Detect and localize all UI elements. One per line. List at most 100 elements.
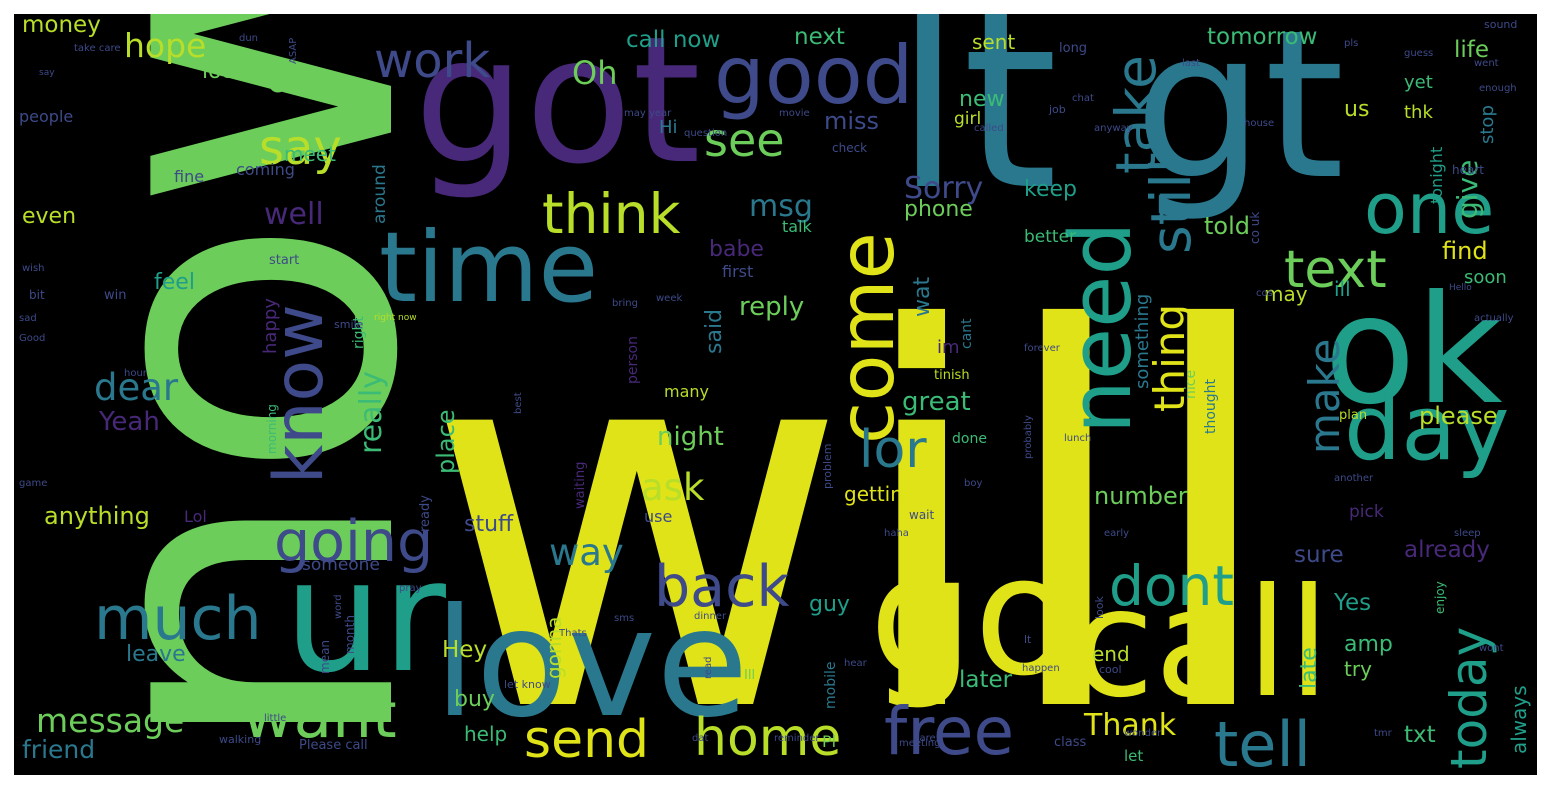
cloud-word: lot [202,59,231,84]
cloud-word: boy [964,478,983,489]
cloud-word: place [432,409,460,474]
cloud-word: Oh [572,54,618,92]
cloud-word: plan [1339,408,1368,423]
cloud-word: probably [1023,415,1034,459]
cloud-word: going [274,509,434,575]
cloud-word: end [1092,642,1130,666]
cloud-word: early [1104,528,1130,539]
cloud-word: stuff [464,512,514,537]
cloud-word: text [1284,240,1387,300]
cloud-word: day [1344,376,1510,481]
cloud-word: call [1072,557,1330,731]
cloud-word: mean [318,639,332,674]
cloud-word: even [22,204,77,229]
cloud-word: said [702,308,727,354]
cloud-word: heart [1452,163,1484,177]
cloud-word: message [36,701,185,740]
cloud-word: job [1049,103,1066,116]
cloud-word: wait [909,508,935,522]
cloud-word: movie [779,108,810,119]
cloud-word: pick [1349,502,1384,522]
cloud-word: best [513,392,524,414]
cloud-word: walking [219,733,262,746]
cloud-word: read [703,656,714,679]
cloud-word: coming [236,160,295,179]
cloud-word: Sorry [904,171,984,206]
cloud-word: call now [626,27,721,53]
cloud-word: home [694,708,842,768]
cloud-word: great [902,387,971,417]
cloud-word: yet [1404,72,1433,93]
cloud-word: sure [1294,542,1344,568]
cloud-word: take [1104,55,1168,174]
cloud-word: next [794,24,845,50]
cloud-word: reply [739,292,805,322]
cloud-word: love [434,577,749,751]
cloud-word: Thats [559,628,587,639]
cloud-word: dear [94,366,179,409]
cloud-word: guy [809,592,850,617]
cloud-word: msg [749,189,813,224]
cloud-word: use [644,507,673,526]
cloud-word: cool [1099,663,1122,676]
cloud-word: keep [1024,177,1077,202]
cloud-word: start [269,253,300,268]
cloud-word: meet [284,142,336,166]
cloud-word: guess [1404,48,1434,59]
cloud-word: problem [821,443,834,489]
cloud-word: lor [859,420,927,480]
cloud-word: life [1454,37,1490,63]
cloud-word: find [1442,237,1488,265]
cloud-word: may year [624,108,672,119]
cloud-word: actually [1474,313,1514,324]
cloud-word: txt [1404,722,1436,748]
cloud-word: someone [302,555,380,575]
cloud-word: ur [284,526,446,707]
cloud-word: question [684,128,728,139]
cloud-word: girl [954,109,982,129]
cloud-word: us [1344,97,1370,122]
cloud-word: bit [29,288,45,302]
cloud-word: sent [972,30,1016,54]
cloud-word: week [656,293,683,304]
cloud-word: little [264,713,287,724]
cloud-word: sms [614,613,635,624]
cloud-word: ok [1324,264,1503,438]
cloud-word: tell [1214,708,1311,776]
cloud-word: much [94,584,262,654]
cloud-word: Lol [184,507,207,526]
cloud-word: make [1300,338,1349,454]
cloud-word: cant [959,318,975,349]
cloud-word: buy [454,687,495,712]
cloud-word: late [1297,647,1322,689]
cloud-word: later [959,667,1013,693]
cloud-word: say [259,120,342,176]
cloud-word: feel [154,270,195,295]
cloud-word: sound [1484,18,1518,31]
cloud-word: person [625,336,641,384]
cloud-word: look [1093,596,1106,619]
cloud-word: let know [504,678,551,691]
cloud-word: gonna [542,616,566,679]
cloud-word: tomorrow [1207,24,1318,50]
cloud-word: enough [1479,83,1517,94]
cloud-word: ready [418,495,433,532]
cloud-word: free [884,693,1015,770]
cloud-word: better [1024,227,1077,247]
cloud-word: wonder [1124,728,1162,739]
cloud-word: Yes [1334,590,1372,616]
cloud-word: good [714,29,914,122]
cloud-word: one [1364,168,1495,250]
cloud-word: many [664,382,709,401]
cloud-word: thought [1203,378,1219,434]
cloud-word: chat [1072,93,1094,104]
cloud-word: fine [174,167,205,186]
cloud-word: im [937,337,960,358]
cloud-word: help [464,722,508,746]
cloud-word: leave [126,642,186,667]
cloud-word: work [374,33,491,89]
cloud-word: gt [1134,14,1345,225]
cloud-word: went [1474,58,1499,69]
cloud-word: babe [709,237,764,262]
cloud-word: please [1419,402,1498,430]
